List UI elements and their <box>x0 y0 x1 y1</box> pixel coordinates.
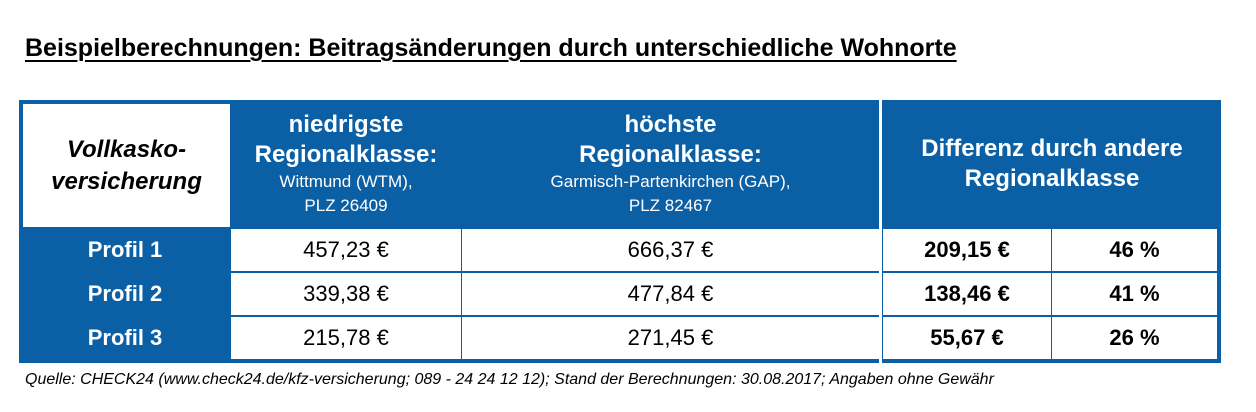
row-1-low-value: 457,23 € <box>231 229 461 271</box>
comparison-table: Vollkasko- versicherung niedrigste Regio… <box>19 100 1221 363</box>
header-low-sub-1: Wittmund (WTM), <box>279 172 413 191</box>
column-divider <box>879 100 882 363</box>
header-diff-line-2: Regionalklasse <box>964 165 1140 192</box>
row-3-low-value: 215,78 € <box>231 317 461 359</box>
page-title: Beispielberechnungen: Beitragsänderungen… <box>25 34 957 62</box>
header-diff-line-1: Differenz durch andere <box>921 135 1183 162</box>
row-2-low-value: 339,38 € <box>231 273 461 315</box>
row-1-high-value: 666,37 € <box>462 229 879 271</box>
table-corner-cell: Vollkasko- versicherung <box>23 104 230 227</box>
row-label-profile-1: Profil 1 <box>87 236 163 262</box>
row-3-diff-percent: 26 % <box>1052 317 1217 359</box>
header-highest-region: höchste Regionalklasse: Garmisch-Partenk… <box>462 100 879 228</box>
row-1-diff-percent: 46 % <box>1052 229 1217 271</box>
header-difference: Differenz durch andere Regionalklasse <box>883 100 1221 228</box>
header-high-sub-1: Garmisch-Partenkirchen (GAP), <box>550 172 791 191</box>
row-2-diff-value: 138,46 € <box>883 273 1051 315</box>
header-high-sub-2: PLZ 82467 <box>628 196 713 215</box>
header-low-sub-2: PLZ 26409 <box>304 196 388 215</box>
row-2-diff-percent: 41 % <box>1052 273 1217 315</box>
header-low-line-1: niedrigste <box>288 111 404 138</box>
header-lowest-region: niedrigste Regionalklasse: Wittmund (WTM… <box>231 100 461 228</box>
row-3-high-value: 271,45 € <box>462 317 879 359</box>
corner-line-2: versicherung <box>51 167 202 195</box>
header-high-line-2: Regionalklasse: <box>579 141 762 168</box>
row-2-high-value: 477,84 € <box>462 273 879 315</box>
corner-line-1: Vollkasko- <box>66 135 187 163</box>
row-3-diff-value: 55,67 € <box>883 317 1051 359</box>
header-high-line-1: höchste <box>624 111 717 138</box>
row-1-diff-value: 209,15 € <box>883 229 1051 271</box>
row-label-profile-2: Profil 2 <box>87 280 163 306</box>
row-label-profile-3: Profil 3 <box>87 324 163 350</box>
header-low-line-2: Regionalklasse: <box>254 141 438 168</box>
source-footnote: Quelle: CHECK24 (www.check24.de/kfz-vers… <box>25 371 994 388</box>
